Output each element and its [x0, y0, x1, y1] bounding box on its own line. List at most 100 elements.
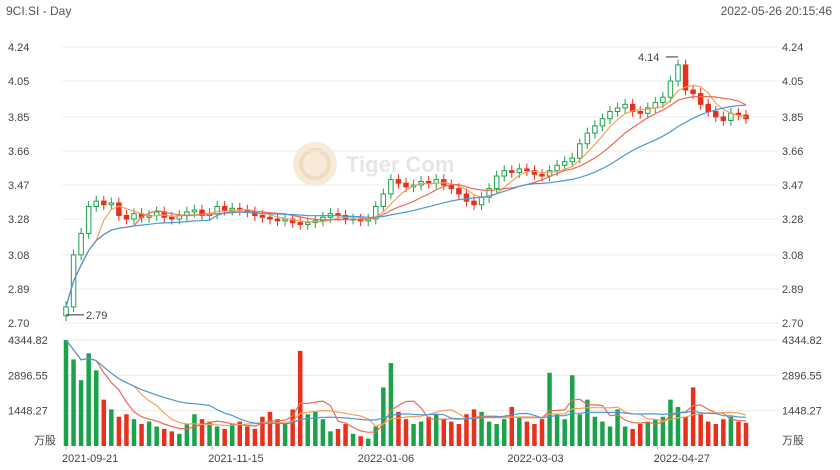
volume-bar[interactable] [282, 424, 288, 446]
volume-bar[interactable] [305, 414, 311, 446]
volume-bar[interactable] [501, 419, 507, 446]
candle[interactable] [652, 97, 659, 114]
candle[interactable] [561, 156, 568, 171]
candle[interactable] [116, 197, 122, 221]
volume-bar[interactable] [668, 399, 673, 446]
volume-bar[interactable] [698, 414, 703, 446]
volume-bar[interactable] [547, 372, 552, 446]
volume-bar[interactable] [577, 414, 583, 446]
volume-bar[interactable] [267, 411, 273, 446]
volume-bar[interactable] [237, 421, 243, 446]
volume-bar[interactable] [637, 424, 643, 446]
volume-bar[interactable] [736, 421, 741, 446]
candle[interactable] [93, 195, 99, 212]
volume-bar[interactable] [124, 414, 129, 446]
volume-bar[interactable] [569, 375, 575, 446]
candle[interactable] [101, 195, 107, 211]
volume-bar[interactable] [177, 433, 182, 446]
candle[interactable] [531, 165, 538, 180]
volume-bar[interactable] [539, 419, 545, 446]
candle[interactable] [320, 211, 326, 227]
volume-bar[interactable] [486, 421, 492, 446]
volume-bar[interactable] [252, 428, 258, 446]
volume-bar[interactable] [426, 416, 431, 446]
volume-bar[interactable] [388, 363, 394, 446]
candle[interactable] [380, 188, 387, 212]
volume-bar[interactable] [600, 421, 605, 446]
volume-bar[interactable] [169, 431, 175, 446]
volume-bar[interactable] [403, 419, 409, 446]
candle[interactable] [463, 188, 470, 207]
volume-bar[interactable] [554, 414, 560, 446]
volume-bar[interactable] [562, 419, 567, 446]
volume-bar[interactable] [418, 421, 424, 446]
volume-bar[interactable] [350, 433, 356, 446]
volume-bar[interactable] [78, 380, 84, 446]
candle[interactable] [85, 201, 92, 239]
volume-bar[interactable] [622, 426, 628, 446]
volume-bar[interactable] [207, 421, 212, 446]
volume-bar[interactable] [683, 416, 688, 446]
candle[interactable] [229, 202, 235, 216]
volume-bar[interactable] [705, 421, 711, 446]
volume-bar[interactable] [464, 414, 469, 446]
candle[interactable] [199, 204, 205, 221]
candle[interactable] [629, 98, 636, 117]
candle[interactable] [675, 59, 681, 87]
volume-bar[interactable] [713, 424, 719, 446]
volume-bar[interactable] [456, 424, 462, 446]
candle[interactable] [63, 301, 69, 322]
volume-bar[interactable] [675, 406, 681, 446]
candle[interactable] [705, 98, 711, 117]
volume-bar[interactable] [532, 424, 537, 446]
candle[interactable] [645, 102, 651, 119]
volume-bar[interactable] [101, 399, 107, 446]
volume-bar[interactable] [690, 387, 696, 446]
candle[interactable] [614, 102, 621, 117]
volume-bar[interactable] [441, 419, 447, 446]
candle[interactable] [592, 120, 598, 139]
volume-bar[interactable] [358, 436, 363, 446]
candle[interactable] [282, 213, 288, 227]
volume-bar[interactable] [396, 411, 401, 446]
volume-bar[interactable] [290, 409, 295, 446]
candle[interactable] [546, 165, 553, 182]
volume-bar[interactable] [184, 424, 190, 446]
volume-bar[interactable] [297, 350, 303, 446]
candle[interactable] [486, 183, 492, 203]
candle[interactable] [274, 213, 281, 227]
candle[interactable] [622, 98, 628, 114]
volume-bar[interactable] [524, 421, 530, 446]
candle[interactable] [123, 210, 130, 225]
volume-bar[interactable] [161, 428, 167, 446]
volume-bar[interactable] [653, 419, 658, 446]
volume-bar[interactable] [615, 409, 620, 446]
volume-bar[interactable] [139, 424, 144, 446]
volume-bar[interactable] [494, 424, 499, 446]
candle[interactable] [607, 106, 613, 125]
candle[interactable] [373, 201, 379, 225]
volume-bar[interactable] [728, 416, 734, 446]
candle[interactable] [448, 179, 455, 194]
volume-bar[interactable] [71, 359, 76, 446]
candle[interactable] [388, 174, 394, 200]
candle[interactable] [539, 168, 545, 182]
volume-bar[interactable] [335, 428, 341, 446]
candle[interactable] [78, 228, 84, 261]
candle[interactable] [509, 165, 515, 178]
volume-bar[interactable] [320, 419, 326, 446]
volume-bar[interactable] [313, 411, 318, 446]
candle[interactable] [584, 127, 591, 150]
candle[interactable] [365, 213, 371, 227]
volume-bar[interactable] [146, 421, 152, 446]
candle[interactable] [305, 217, 311, 230]
volume-bar[interactable] [63, 340, 69, 446]
volume-bar[interactable] [229, 424, 235, 446]
volume-bar[interactable] [449, 421, 454, 446]
volume-bar[interactable] [479, 411, 484, 446]
volume-bar[interactable] [509, 406, 515, 446]
volume-bar[interactable] [93, 370, 99, 446]
volume-bar[interactable] [365, 438, 371, 446]
candle[interactable] [569, 152, 575, 168]
